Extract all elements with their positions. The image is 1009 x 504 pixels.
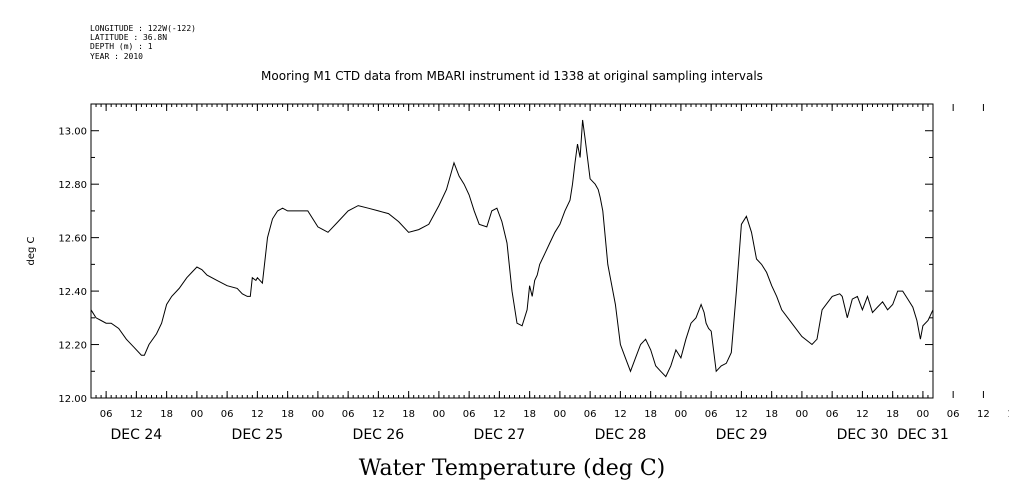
y-axis-label: deg C xyxy=(26,236,37,265)
meta-depth: DEPTH (m) : 1 xyxy=(90,42,153,51)
x-tick-label: 12 xyxy=(614,409,627,420)
x-day-label: DEC 30 xyxy=(837,427,889,443)
x-tick-label: 12 xyxy=(735,409,748,420)
y-tick-label: 12.20 xyxy=(58,341,87,352)
y-axis: 12.00 12.20 12.40 12.60 12.80 13.00 xyxy=(58,103,933,405)
x-tick-label: 06 xyxy=(342,409,355,420)
y-tick-label: 13.00 xyxy=(58,127,87,138)
x-tick-label: 00 xyxy=(312,409,325,420)
x-tick-label: 06 xyxy=(947,409,960,420)
x-day-label: DEC 27 xyxy=(474,427,526,443)
x-tick-label: 00 xyxy=(796,409,809,420)
x-tick-label: 06 xyxy=(463,409,476,420)
x-day-label: DEC 28 xyxy=(595,427,647,443)
x-day-label: DEC 24 xyxy=(111,427,163,443)
x-day-label: DEC 25 xyxy=(232,427,284,443)
x-tick-label: 18 xyxy=(886,409,899,420)
x-day-label: DEC 26 xyxy=(353,427,405,443)
x-tick-label: 06 xyxy=(584,409,597,420)
x-tick-label: 12 xyxy=(856,409,869,420)
x-tick-label: 06 xyxy=(100,409,113,420)
y-tick-label: 12.40 xyxy=(58,287,87,298)
x-tick-label: 12 xyxy=(372,409,385,420)
series-line-water-temperature xyxy=(90,119,934,378)
minor-ticks xyxy=(90,104,934,398)
y-tick-label: 12.80 xyxy=(58,180,87,191)
y-tick-label: 12.00 xyxy=(58,394,87,405)
x-axis: 06 12 18 00 06 12 18 00 06 12 18 00 06 12 18 00 06 12 18 00… xyxy=(100,104,1009,443)
x-day-label: DEC 31 xyxy=(897,427,949,443)
x-tick-label: 06 xyxy=(221,409,234,420)
x-tick-label: 00 xyxy=(917,409,930,420)
x-tick-label: 18 xyxy=(644,409,657,420)
x-tick-label: 00 xyxy=(554,409,567,420)
chart-title: Mooring M1 CTD data from MBARI instrumen… xyxy=(261,69,763,83)
x-tick-label: 18 xyxy=(765,409,778,420)
y-tick-label: 12.60 xyxy=(58,234,87,245)
x-tick-label: 12 xyxy=(130,409,143,420)
x-tick-label: 12 xyxy=(251,409,264,420)
x-day-label: DEC 29 xyxy=(716,427,768,443)
x-tick-label: 18 xyxy=(523,409,536,420)
x-tick-label: 06 xyxy=(826,409,839,420)
x-tick-label: 00 xyxy=(675,409,688,420)
x-tick-label: 18 xyxy=(160,409,173,420)
meta-year: YEAR : 2010 xyxy=(90,52,143,61)
x-tick-label: 18 xyxy=(281,409,294,420)
x-axis-label: Water Temperature (deg C) xyxy=(359,456,666,481)
x-tick-label: 12 xyxy=(977,409,990,420)
x-tick-label: 00 xyxy=(191,409,204,420)
x-tick-label: 18 xyxy=(1007,409,1009,420)
plot-frame xyxy=(90,103,934,399)
x-tick-label: 00 xyxy=(433,409,446,420)
x-tick-label: 06 xyxy=(705,409,718,420)
meta-latitude: LATITUDE : 36.8N xyxy=(90,33,167,42)
meta-longitude: LONGITUDE : 122W(-122) xyxy=(90,24,196,33)
x-tick-label: 18 xyxy=(402,409,415,420)
x-tick-label: 12 xyxy=(493,409,506,420)
